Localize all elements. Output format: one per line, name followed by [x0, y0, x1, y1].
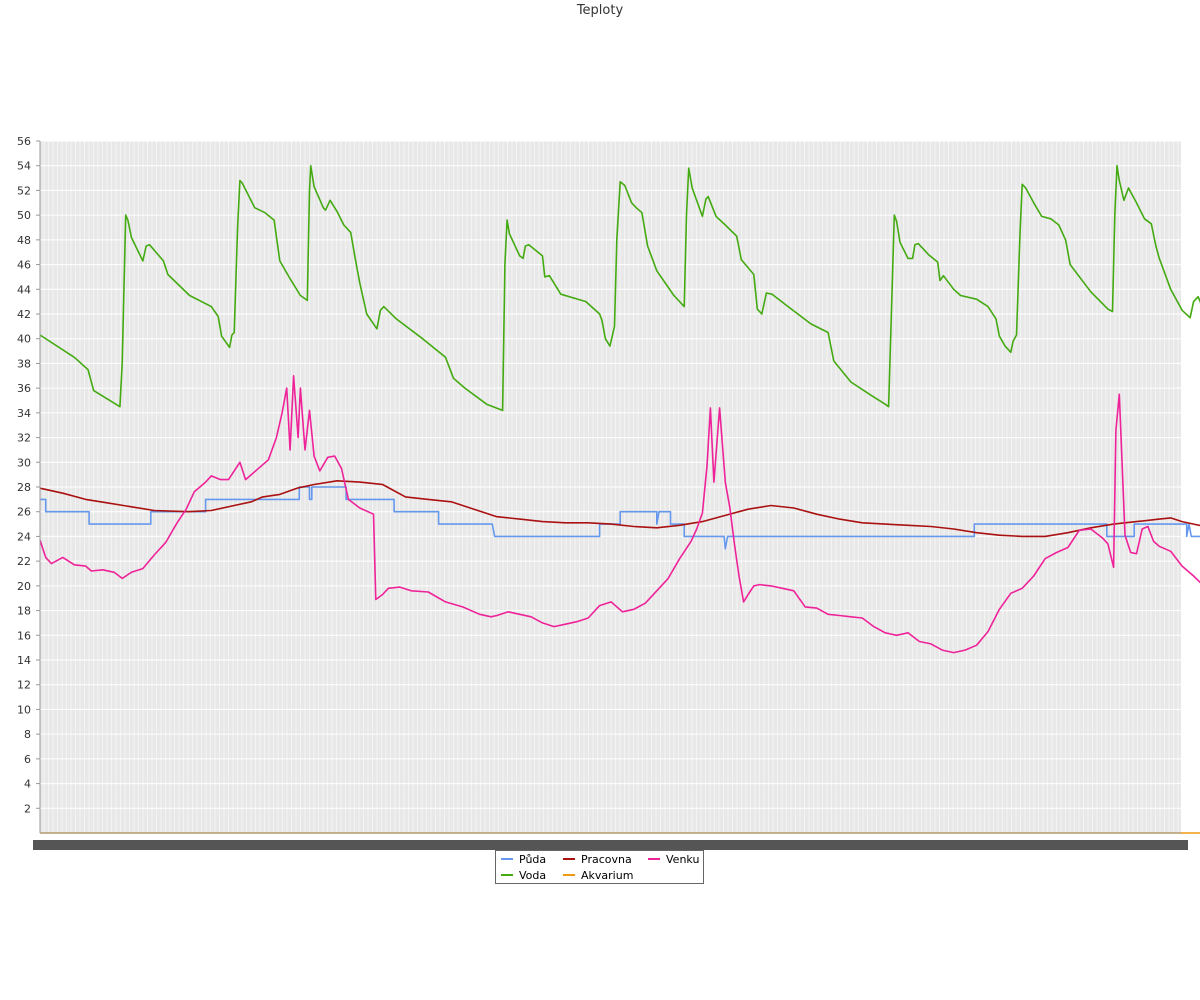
y-tick-label: 18 [17, 605, 31, 618]
y-tick-label: 22 [17, 555, 31, 568]
legend-swatch-akvarium [563, 874, 575, 876]
y-tick-label: 26 [17, 506, 31, 519]
y-tick-label: 4 [24, 778, 31, 791]
y-tick-label: 42 [17, 308, 31, 321]
y-tick-label: 24 [17, 530, 31, 543]
legend-label-puda: Půda [519, 853, 547, 866]
series-line-pracovna [39, 480, 1200, 538]
y-tick-label: 20 [17, 580, 31, 593]
y-tick-label: 40 [17, 333, 31, 346]
legend-item-puda: Půda [501, 853, 546, 867]
legend-item-voda: Voda [501, 869, 546, 883]
legend-item-venku: Venku [648, 853, 699, 867]
legend-label-pracovna: Pracovna [581, 853, 632, 866]
y-axis-ticks: 2468101214161820222426283032343638404244… [17, 135, 40, 815]
legend-label-akvarium: Akvarium [581, 869, 634, 882]
y-tick-label: 28 [17, 481, 31, 494]
legend-swatch-voda [501, 874, 513, 876]
legend-item-akvarium: Akvarium [563, 869, 633, 883]
legend-swatch-pracovna [563, 858, 575, 860]
legend-swatch-puda [501, 858, 513, 860]
y-tick-label: 12 [17, 679, 31, 692]
y-tick-label: 2 [24, 802, 31, 815]
y-tick-label: 38 [17, 357, 31, 370]
legend-swatch-venku [648, 858, 660, 860]
y-tick-label: 32 [17, 432, 31, 445]
y-tick-label: 16 [17, 629, 31, 642]
y-tick-label: 50 [17, 209, 31, 222]
y-tick-label: 36 [17, 382, 31, 395]
chart-title: Teploty [576, 3, 624, 18]
series-line-pda [40, 486, 1200, 550]
legend-item-pracovna: Pracovna [563, 853, 632, 867]
y-tick-label: 48 [17, 234, 31, 247]
y-tick-label: 14 [17, 654, 31, 667]
series-line-venku [39, 375, 1200, 654]
y-tick-label: 46 [17, 259, 31, 272]
legend: Půda Pracovna Venku Voda Akvarium [495, 850, 704, 884]
y-tick-label: 56 [17, 135, 31, 148]
y-tick-label: 34 [17, 407, 31, 420]
y-tick-label: 54 [17, 160, 31, 173]
x-axis-label-band [33, 840, 1188, 850]
y-tick-label: 10 [17, 703, 31, 716]
y-tick-label: 6 [24, 753, 31, 766]
legend-label-voda: Voda [519, 869, 547, 882]
series-line-voda [39, 164, 1200, 412]
horizontal-grid [40, 140, 1181, 809]
legend-label-venku: Venku [666, 853, 700, 866]
y-tick-label: 52 [17, 184, 31, 197]
y-tick-label: 30 [17, 456, 31, 469]
y-tick-label: 8 [24, 728, 31, 741]
y-tick-label: 44 [17, 283, 31, 296]
